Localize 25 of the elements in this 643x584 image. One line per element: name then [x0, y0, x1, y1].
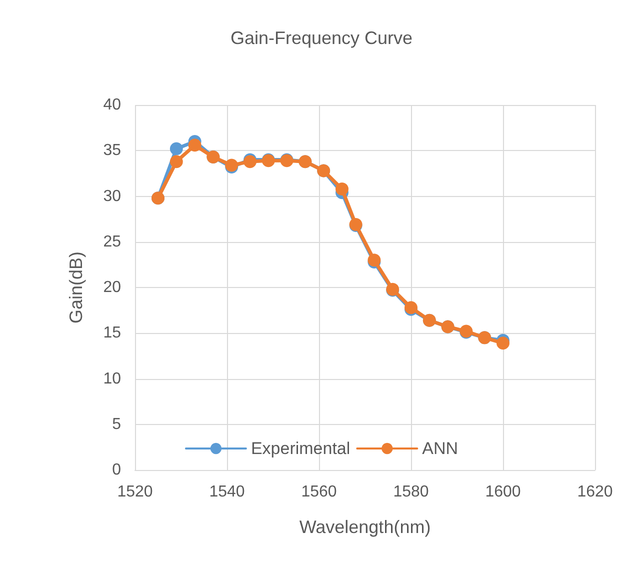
x-tick-label: 1620 [577, 484, 613, 500]
chart-title: Gain-Frequency Curve [230, 28, 413, 48]
y-axis-title: Gain(dB) [66, 251, 86, 324]
y-tick-label: 0 [112, 462, 122, 478]
x-tick-label: 1560 [301, 484, 337, 500]
y-tick-label: 40 [103, 96, 122, 114]
y-tick-label: 15 [103, 324, 122, 342]
x-tick-label: 1600 [485, 484, 521, 500]
y-tick-label: 10 [103, 370, 122, 388]
point [170, 155, 183, 168]
point [496, 336, 510, 350]
y-tick-label: 5 [112, 416, 122, 433]
legend-label: Experimental [250, 439, 350, 458]
x-tick-label: 1520 [117, 484, 153, 500]
point [336, 182, 348, 196]
y-tick-label: 25 [103, 233, 122, 250]
point [188, 138, 202, 152]
y-tick-label: 30 [103, 188, 122, 205]
y-tick-label: 35 [103, 142, 122, 160]
y-tick-label: 20 [103, 279, 122, 296]
legend-label: ANN [422, 439, 458, 458]
point [170, 142, 183, 156]
x-tick-label: 1580 [393, 484, 429, 500]
x-axis-title: Wavelength(nm) [299, 517, 431, 537]
x-tick-label: 1540 [209, 484, 245, 500]
